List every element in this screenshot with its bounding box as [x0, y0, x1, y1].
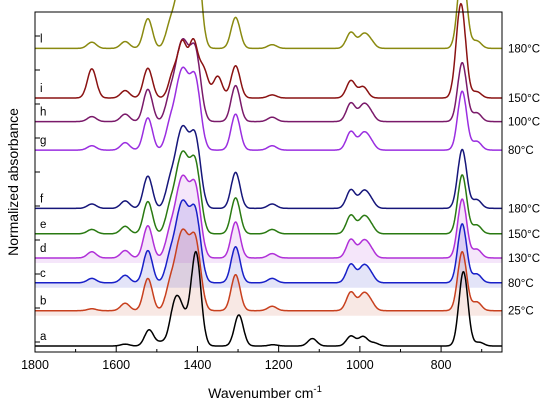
series-line-h — [34, 38, 502, 123]
trace-letter-g: g — [40, 135, 46, 147]
trace-letter-c: c — [40, 268, 46, 280]
axis-layer: 1800 1600 1400 1200 1000 800 — [21, 35, 483, 372]
series-line-f — [34, 124, 502, 210]
series-line-i — [34, 2, 502, 99]
x-tick-label: 1400 — [184, 358, 212, 372]
temp-label-f: 180°C — [508, 203, 540, 215]
series-line-g — [34, 66, 502, 151]
plot-frame — [34, 11, 503, 353]
series-line-c — [34, 199, 502, 284]
x-axis-title-superscript: -1 — [313, 384, 321, 395]
trace-letter-a: a — [40, 331, 47, 343]
trace-letter-d: d — [40, 243, 46, 255]
x-axis-title-text: Wavenumber cm — [208, 385, 313, 401]
series-shade-d — [35, 175, 502, 263]
trace-letter-b: b — [40, 296, 46, 308]
series-line-l — [34, 0, 502, 50]
series-line-a — [34, 250, 502, 347]
y-axis-title: Normalized absorbance — [5, 108, 21, 256]
trace-letter-i: i — [40, 83, 43, 95]
trace-letter-h: h — [40, 107, 46, 119]
series-shade-c — [35, 200, 502, 288]
series-shade-b — [35, 229, 502, 316]
x-tick-label: 1600 — [102, 358, 130, 372]
temp-label-e: 150°C — [508, 229, 540, 241]
x-tick-label: 1000 — [346, 358, 374, 372]
temp-label-d: 130°C — [508, 253, 540, 265]
series-line-e — [34, 150, 502, 235]
temp-label-g: 80°C — [508, 145, 534, 157]
temp-label-i: 150°C — [508, 93, 540, 105]
temp-label-h: 100°C — [508, 117, 540, 129]
x-tick-label: 800 — [431, 358, 452, 372]
x-tick-label: 1800 — [21, 358, 49, 372]
series-line-d — [34, 174, 502, 259]
temp-label-b: 25°C — [508, 306, 534, 318]
trace-letter-f: f — [40, 193, 44, 205]
x-tick-label: 1200 — [265, 358, 293, 372]
label-layer: a b 25°C c 80°C d 130°C e 150°C f 180°C g 80°C h 100°C… — [40, 33, 540, 343]
series-line-b — [34, 228, 502, 312]
temp-label-c: 80°C — [508, 278, 534, 290]
x-axis-title: Wavenumber cm-1 — [208, 384, 322, 401]
trace-letter-e: e — [40, 219, 46, 231]
series-layer — [34, 0, 502, 347]
trace-letter-l: l — [40, 33, 43, 45]
temp-label-l: 180°C — [508, 43, 540, 55]
shade-layer — [35, 175, 502, 316]
